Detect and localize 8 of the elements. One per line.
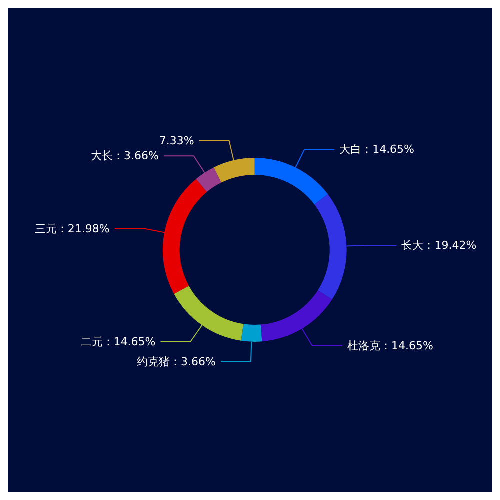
- slice-label: 杜洛克：14.65%: [347, 339, 434, 352]
- slice-label: 约克猪：3.66%: [137, 355, 216, 368]
- slice-label: 三元：21.98%: [34, 222, 110, 236]
- slice-label: 大白：14.65%: [340, 143, 415, 156]
- slice-label: 二元：14.65%: [80, 335, 156, 348]
- data-label: 7.33%: [159, 134, 194, 148]
- slice-label: 长大：19.42%: [402, 239, 477, 252]
- slice-label: 大长：3.66%: [90, 150, 159, 163]
